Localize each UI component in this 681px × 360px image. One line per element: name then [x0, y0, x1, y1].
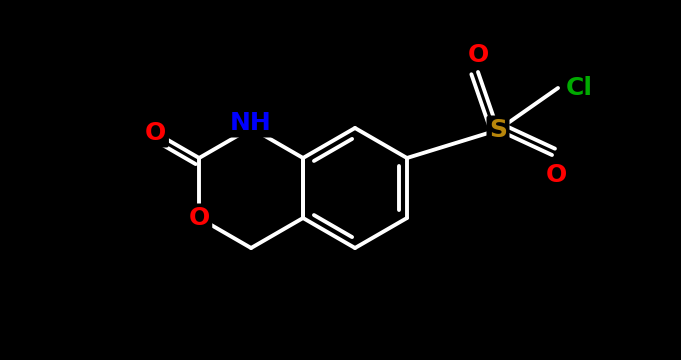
Text: O: O [467, 43, 489, 67]
Text: S: S [489, 118, 507, 142]
Text: O: O [145, 121, 166, 145]
Text: O: O [145, 121, 166, 145]
Text: Cl: Cl [566, 76, 593, 100]
Text: O: O [467, 43, 489, 67]
Text: NH: NH [230, 111, 272, 135]
Text: O: O [189, 206, 210, 230]
Text: Cl: Cl [566, 76, 593, 100]
Text: O: O [545, 163, 567, 187]
Text: S: S [489, 118, 507, 142]
Text: O: O [189, 206, 210, 230]
Text: NH: NH [230, 111, 272, 135]
Text: O: O [545, 163, 567, 187]
